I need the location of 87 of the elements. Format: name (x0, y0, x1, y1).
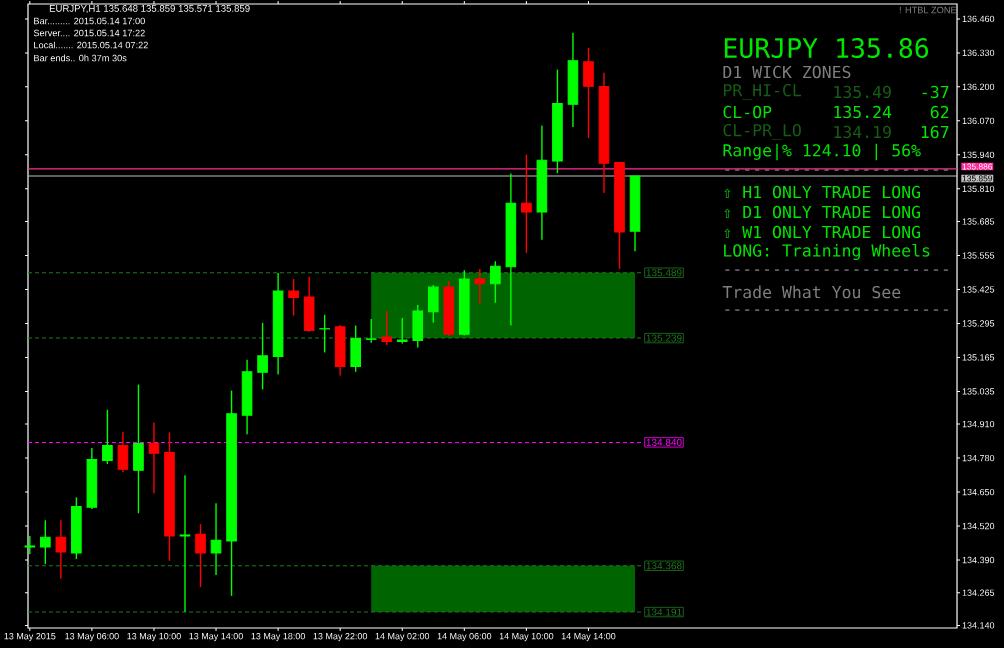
candlestick (133, 383, 144, 514)
x-tick-label: 14 May 14:00 (561, 633, 616, 642)
annotation: PR_HI-CL (723, 83, 802, 101)
y-tick-label: 134.140 (962, 622, 995, 629)
candlestick (71, 496, 82, 560)
annotation: 167 (921, 125, 949, 139)
annotation: 135.24 (834, 105, 892, 119)
x-tick-label: 13 May 2015 (4, 633, 56, 642)
y-tick-label: 135.555 (962, 252, 995, 259)
candlestick (396, 317, 408, 345)
annotation: LONG: Training Wheels (724, 243, 930, 261)
ref-line-label: 135.886 (962, 163, 993, 170)
candlestick (474, 268, 486, 306)
annotation: Server.... 2015.05.14 17:22 (33, 29, 145, 37)
annotation: Trade What You See (722, 285, 901, 299)
x-tick-label: 13 May 22:00 (313, 633, 368, 642)
y-tick-label: 134.520 (962, 522, 995, 530)
ref-line-label: 135.239 (646, 334, 682, 342)
candlestick (614, 161, 625, 270)
x-tick-label: 13 May 18:00 (251, 633, 305, 642)
candlestick (179, 474, 191, 613)
y-tick-label: 134.390 (962, 556, 995, 564)
y-tick-label: 134.910 (962, 420, 995, 428)
x-tick-label: 13 May 06:00 (65, 633, 119, 642)
annotation: -37 (922, 85, 949, 99)
candlestick (195, 523, 206, 588)
y-tick-label: 135.425 (962, 286, 995, 293)
chart-title: EURJPY,H1 135.648 135.859 135.571 135.859 (49, 5, 250, 13)
y-tick-label: 136.070 (962, 117, 995, 125)
candlestick (381, 310, 393, 346)
y-tick-label: 135.165 (962, 354, 995, 361)
ref-line-label: 135.489 (646, 269, 682, 277)
y-tick-label: 136.460 (962, 15, 995, 23)
annotation: CL-PR_LO (723, 123, 801, 141)
annotation: ⇧ W1 ONLY TRADE LONG (724, 225, 921, 239)
candlestick (521, 153, 532, 254)
y-tick-label: 136.200 (962, 83, 995, 91)
annotation: EURJPY 135.86 (724, 37, 929, 58)
x-tick-label: 14 May 02:00 (375, 633, 430, 642)
candlestick (427, 284, 439, 324)
candlestick (319, 314, 330, 354)
y-tick-label: 135.810 (962, 185, 995, 193)
ref-line-label: 134.368 (646, 562, 682, 570)
y-tick-label: 135.295 (962, 320, 995, 327)
annotation: Bar......... 2015.05.14 17:00 (34, 17, 145, 25)
annotation: CL-OP (723, 105, 772, 119)
candlestick (412, 304, 424, 349)
candlestick (459, 269, 470, 337)
annotation: Range|% 124.10 | 56% (723, 143, 921, 161)
x-tick-label: 14 May 06:00 (437, 633, 492, 642)
annotation: D1 WICK ZONES (723, 65, 851, 79)
ref-line-label: 134.840 (646, 438, 682, 446)
annotation: ----------------------- (725, 309, 948, 311)
candlestick (365, 318, 377, 344)
annotation: Local....... 2015.05.14 07:22 (34, 41, 148, 49)
y-tick-label: 135.035 (962, 388, 995, 395)
annotation: Bar ends.. 0h 37m 30s (34, 54, 127, 62)
annotation: ⇧ D1 ONLY TRADE LONG (724, 205, 921, 219)
x-tick-label: 13 May 10:00 (127, 633, 181, 642)
candlestick (490, 260, 501, 304)
candlestick (164, 431, 175, 562)
annotation: ----------------------- (725, 169, 948, 171)
annotation: 135.49 (834, 85, 891, 99)
y-tick-label: 136.330 (962, 49, 995, 57)
y-tick-label: 135.685 (962, 218, 995, 225)
ref-line-label: 135.859 (962, 175, 993, 182)
y-tick-label: 134.265 (962, 589, 995, 596)
annotation: 134.19 (834, 125, 891, 139)
candlestick (552, 68, 563, 174)
candlestick (350, 324, 362, 373)
candlestick (288, 278, 299, 317)
annotation: ! HTBL ZONE (899, 6, 957, 14)
candlestick (24, 535, 36, 555)
x-tick-label: 13 May 14:00 (189, 633, 243, 642)
candlestick (226, 389, 237, 597)
y-tick-label: 135.940 (962, 151, 995, 159)
y-tick-label: 134.780 (962, 454, 995, 462)
x-tick-label: 14 May 10:00 (499, 633, 554, 642)
candlestick (40, 519, 51, 565)
ref-line-label: 134.191 (646, 608, 682, 616)
y-tick-label: 134.650 (962, 488, 995, 496)
candlestick (257, 322, 268, 391)
annotation: ⇧ H1 ONLY TRADE LONG (724, 185, 921, 199)
candlestick (583, 47, 594, 139)
candlestick (102, 409, 113, 465)
annotation: 62 (930, 105, 949, 119)
annotation: ----------------------- (725, 269, 948, 271)
